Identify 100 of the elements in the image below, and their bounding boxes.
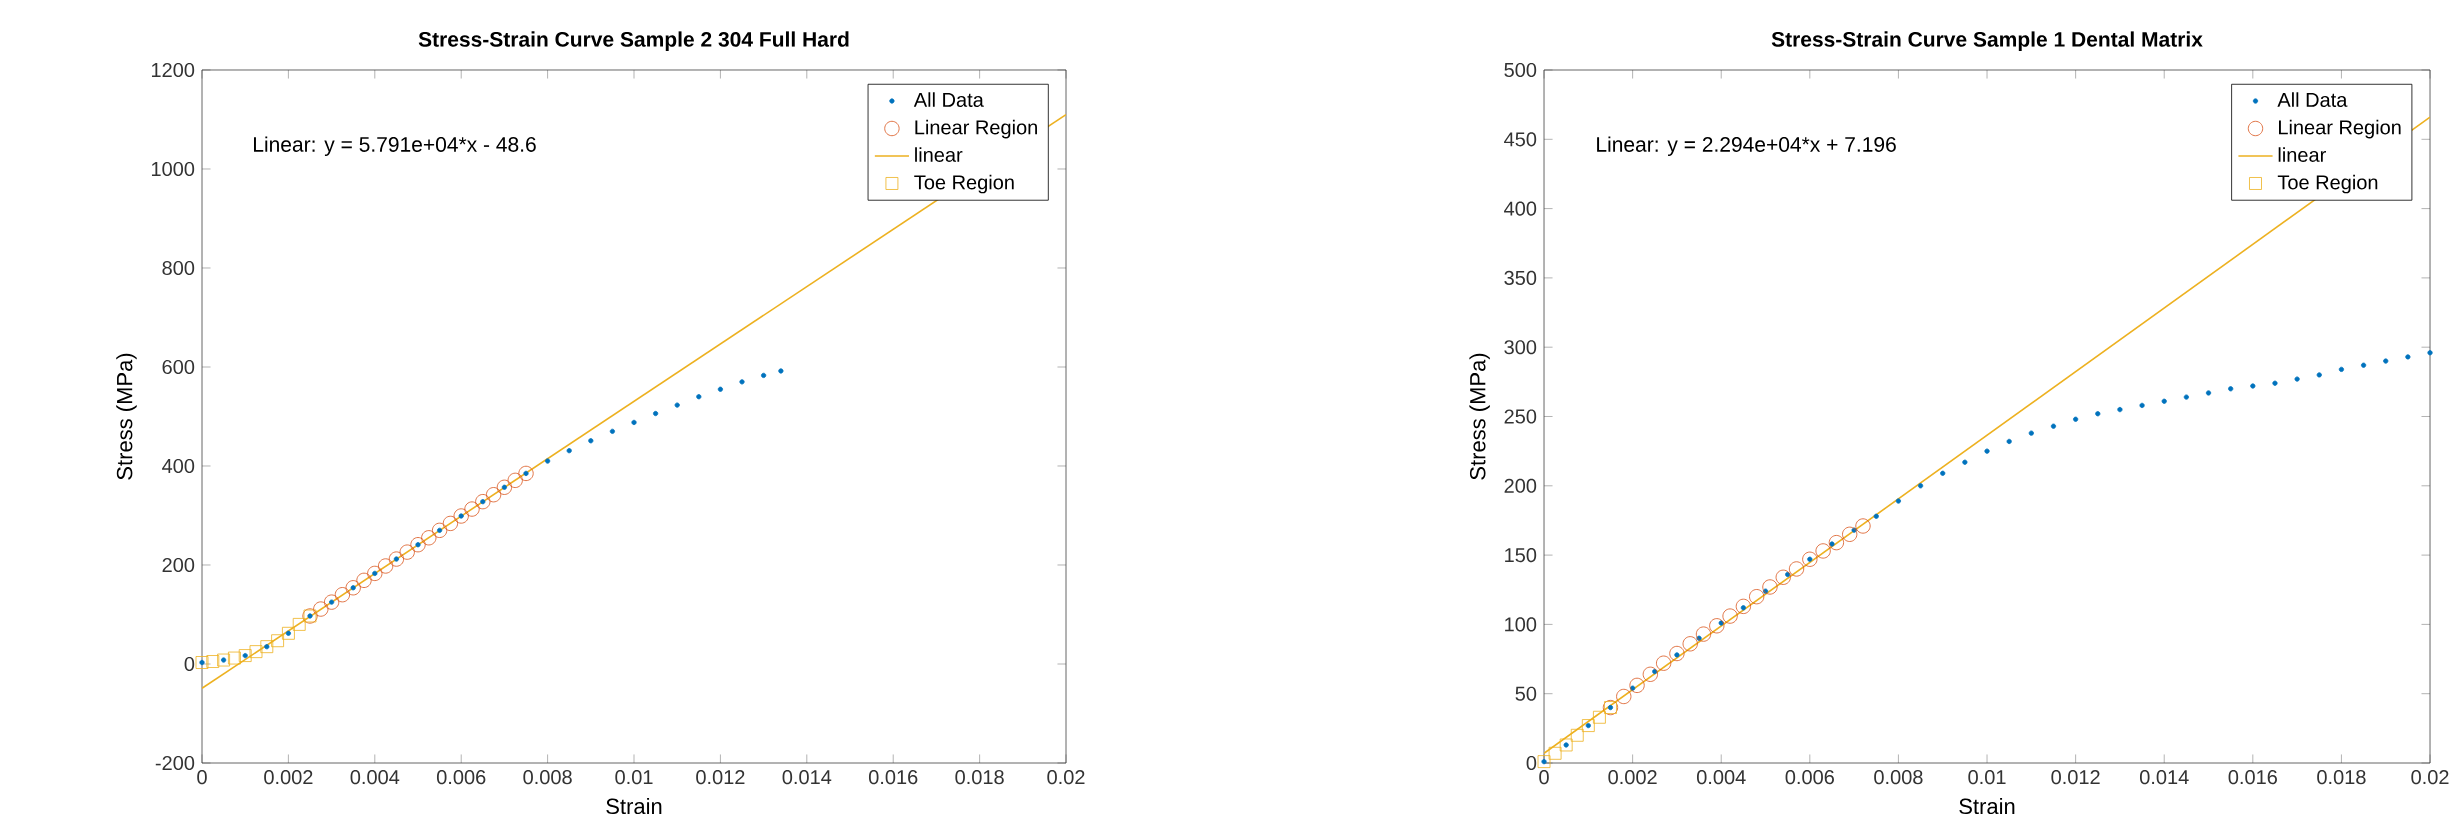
y-tick-label: 350 bbox=[1504, 270, 1537, 285]
annotation: Linear: y = 5.791e+04*x - 48.6 bbox=[254, 136, 536, 157]
y-tick-label: -200 bbox=[155, 755, 195, 771]
legend-label: Toe Region bbox=[2277, 174, 2378, 194]
point bbox=[1940, 470, 1946, 476]
point bbox=[264, 644, 270, 650]
point bbox=[1581, 719, 1595, 732]
legend-label: linear bbox=[915, 147, 963, 162]
point bbox=[282, 626, 295, 640]
point bbox=[1829, 541, 1835, 547]
x-tick-label: 0.004 bbox=[350, 770, 400, 785]
point bbox=[1541, 759, 1547, 765]
point bbox=[1735, 598, 1751, 614]
point bbox=[1718, 620, 1724, 626]
point bbox=[1855, 518, 1871, 534]
point bbox=[313, 601, 329, 617]
x-tick-label: 0.014 bbox=[2139, 770, 2189, 785]
point bbox=[249, 645, 263, 659]
point bbox=[1984, 448, 1990, 454]
x-tick-label: 0.012 bbox=[696, 770, 745, 785]
point bbox=[631, 419, 637, 426]
point bbox=[378, 558, 394, 574]
x-tick-label: 0.008 bbox=[523, 770, 572, 785]
point bbox=[1873, 513, 1879, 519]
x-axis-title: Strain bbox=[1959, 797, 2015, 815]
point bbox=[2360, 362, 2367, 368]
point bbox=[2095, 411, 2101, 417]
y-tick-label: 400 bbox=[1504, 201, 1537, 216]
point bbox=[1652, 668, 1658, 675]
point bbox=[1563, 742, 1569, 748]
point bbox=[696, 394, 702, 400]
point bbox=[1548, 746, 1562, 760]
point bbox=[518, 465, 534, 482]
point bbox=[221, 657, 227, 663]
y-tick-label: 100 bbox=[1505, 617, 1537, 632]
point bbox=[1585, 722, 1591, 729]
point bbox=[2383, 358, 2389, 364]
point bbox=[507, 472, 523, 488]
point bbox=[1788, 561, 1805, 577]
point bbox=[545, 458, 551, 464]
point bbox=[1722, 608, 1738, 624]
y-tick-label: 250 bbox=[1504, 409, 1537, 424]
point bbox=[609, 428, 616, 434]
point bbox=[1895, 498, 1902, 504]
x-tick-label: 0.018 bbox=[2317, 770, 2366, 785]
point bbox=[199, 659, 205, 666]
point bbox=[442, 515, 459, 532]
point bbox=[324, 594, 340, 610]
point bbox=[1917, 483, 1924, 489]
x-tick-label: 0.016 bbox=[2228, 770, 2277, 785]
legend-label: Linear Region bbox=[2279, 119, 2401, 139]
legend-label: Linear Region bbox=[915, 119, 1037, 139]
point bbox=[271, 634, 285, 648]
point bbox=[2006, 438, 2012, 445]
point bbox=[674, 402, 680, 408]
point bbox=[238, 649, 252, 662]
x-tick-label: 0.012 bbox=[2051, 770, 2100, 785]
y-tick-label: 300 bbox=[1504, 340, 1537, 355]
point bbox=[1842, 526, 1858, 542]
legend-label: All Data bbox=[2277, 92, 2348, 107]
x-tick-label: 0.004 bbox=[1696, 770, 1746, 785]
point bbox=[1749, 589, 1765, 605]
point bbox=[2139, 402, 2145, 409]
point bbox=[1593, 710, 1606, 724]
x-tick-label: 0.008 bbox=[1874, 770, 1923, 785]
point bbox=[195, 656, 209, 669]
point bbox=[2183, 394, 2189, 400]
point bbox=[761, 372, 767, 379]
y-tick-label: 200 bbox=[1504, 478, 1537, 493]
point bbox=[486, 487, 502, 503]
point bbox=[739, 379, 745, 385]
point bbox=[2250, 383, 2256, 389]
chart-title: Stress-Strain Curve Sample 2 304 Full Hard bbox=[418, 31, 849, 51]
point bbox=[2272, 380, 2278, 386]
y-tick-label: 1200 bbox=[151, 62, 195, 78]
point bbox=[778, 368, 784, 374]
y-tick-label: 800 bbox=[162, 260, 195, 276]
x-tick-label: 0.002 bbox=[264, 770, 313, 785]
x-axis-title: Strain bbox=[606, 797, 662, 815]
point bbox=[260, 640, 274, 654]
x-tick-label: 0.014 bbox=[782, 770, 832, 785]
x-tick-label: 0.01 bbox=[1968, 770, 2006, 785]
x-tick-label: 0.016 bbox=[868, 770, 918, 785]
point bbox=[345, 580, 361, 596]
point bbox=[399, 544, 415, 560]
y-tick-label: 50 bbox=[1515, 686, 1537, 701]
point bbox=[2338, 366, 2345, 372]
point bbox=[217, 653, 231, 667]
point bbox=[2028, 430, 2034, 436]
point bbox=[1775, 569, 1791, 585]
point bbox=[1642, 666, 1658, 682]
point bbox=[566, 448, 572, 454]
legend-label: Toe Region bbox=[914, 174, 1014, 194]
legend-label: linear bbox=[2278, 147, 2326, 162]
y-tick-label: 1000 bbox=[151, 161, 195, 177]
point bbox=[1962, 459, 1968, 465]
x-tick-label: 0 bbox=[1539, 770, 1549, 785]
y-tick-label: 500 bbox=[1504, 62, 1537, 78]
point bbox=[1669, 645, 1685, 662]
point bbox=[1802, 551, 1818, 567]
